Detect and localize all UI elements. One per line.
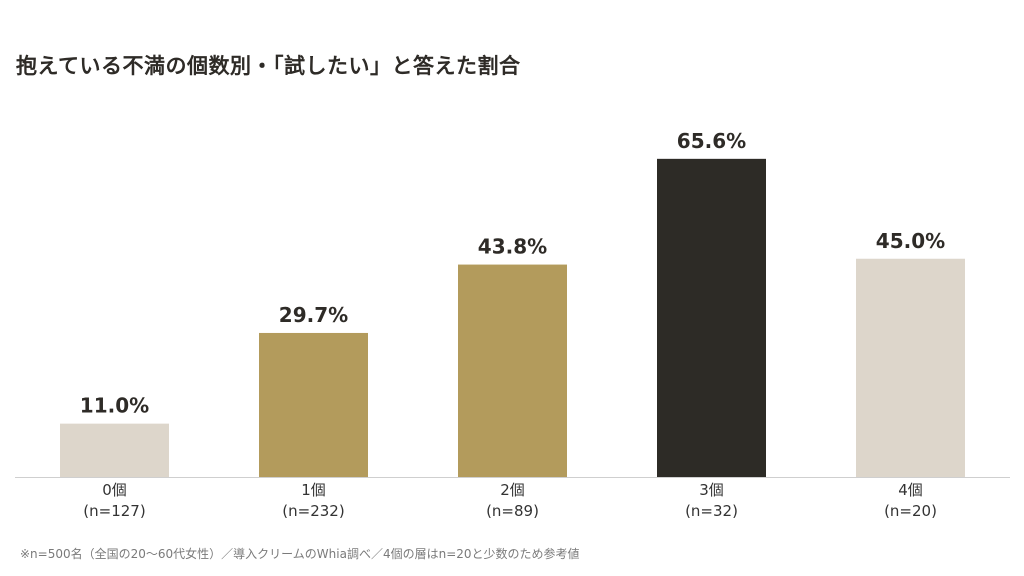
chart-title: 抱えている不満の個数別・「試したい」と答えた割合 bbox=[16, 54, 521, 78]
category-label-1: 1個 bbox=[301, 481, 326, 499]
bar-1 bbox=[259, 332, 368, 477]
bar-4 bbox=[856, 258, 965, 477]
sample-size-label-1: (n=232) bbox=[282, 502, 344, 520]
category-label-4: 4個 bbox=[898, 481, 923, 499]
value-label-3: 65.6% bbox=[677, 129, 746, 153]
value-label-2: 43.8% bbox=[478, 235, 547, 259]
value-label-4: 45.0% bbox=[876, 229, 945, 253]
bar-3 bbox=[657, 158, 766, 477]
bar-2 bbox=[458, 264, 567, 477]
category-label-2: 2個 bbox=[500, 481, 525, 499]
value-label-0: 11.0% bbox=[80, 394, 149, 418]
bar-0 bbox=[60, 423, 169, 477]
sample-size-label-3: (n=32) bbox=[685, 502, 738, 520]
sample-size-label-2: (n=89) bbox=[486, 502, 539, 520]
bar-chart: 11.0% 0個 (n=127) 29.7% 1個 (n=232) 43.8% 2個 (n=89… bbox=[15, 129, 1010, 520]
sample-size-label-4: (n=20) bbox=[884, 502, 937, 520]
sample-size-label-0: (n=127) bbox=[83, 502, 145, 520]
value-label-1: 29.7% bbox=[279, 303, 348, 327]
category-label-0: 0個 bbox=[102, 481, 127, 499]
footnote: ※n=500名（全国の20〜60代女性）／導入クリームのWhia調べ／4個の層は… bbox=[20, 547, 580, 561]
category-label-3: 3個 bbox=[699, 481, 724, 499]
